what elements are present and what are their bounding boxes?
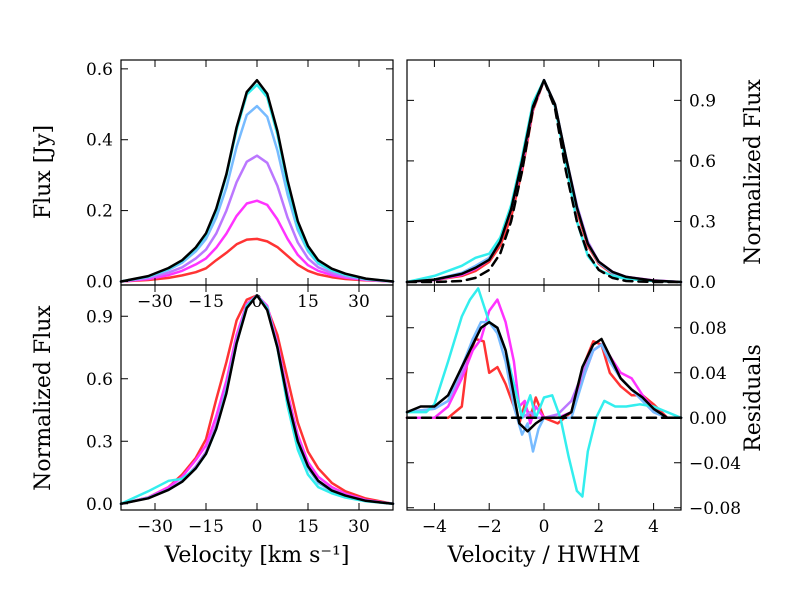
x-tick-label: 0 [252, 517, 263, 537]
series-line [405, 78, 683, 284]
panel-bottom-left: −30 −15 0 15 30 0.0 0.3 0.6 0.9 Normalized Flux Ve… [31, 284, 395, 568]
x-axis-label: Velocity [km s⁻¹] [164, 543, 350, 568]
y-tick-label: 0.00 [689, 409, 727, 429]
series-line [119, 294, 395, 506]
y-tick-label: 0.6 [86, 60, 113, 80]
y-tick-label: 0.9 [86, 307, 113, 327]
series-line [119, 294, 395, 506]
panel-top-right: 0.0 0.3 0.6 0.9 Normalized Flux [405, 59, 766, 293]
series-line [119, 294, 395, 506]
series-line [119, 294, 395, 506]
y-axis-label: Normalized Flux [741, 79, 766, 265]
series-line [405, 320, 683, 433]
x-tick-label: −4 [422, 517, 447, 537]
x-axis-label: Velocity / HWHM [447, 543, 641, 568]
x-tick-label: −30 [137, 517, 173, 537]
y-tick-label: 0.3 [689, 212, 716, 232]
series-line [119, 78, 395, 283]
series-line [405, 320, 683, 453]
axes-frame [120, 59, 394, 286]
x-tick-label: 15 [297, 517, 319, 537]
y-tick-label: 0.6 [86, 370, 113, 390]
series-line [405, 287, 683, 498]
y-tick-label: 0.9 [689, 91, 716, 111]
y-tick-label: 0.0 [689, 273, 716, 293]
y-tick-label: 0.6 [689, 152, 716, 172]
x-tick-label: 30 [348, 292, 370, 312]
reference-dashed-line [405, 78, 683, 284]
series-line [119, 154, 395, 283]
series-line [119, 199, 395, 283]
series-line [405, 78, 683, 284]
y-tick-label: 0.0 [86, 495, 113, 515]
axes-frame [406, 59, 682, 286]
y-tick-label: −0.04 [689, 454, 741, 474]
series-line [405, 78, 683, 284]
series-line [405, 337, 683, 425]
x-tick-label: 0 [252, 292, 263, 312]
x-tick-label: 2 [593, 517, 604, 537]
y-axis-label: Normalized Flux [31, 305, 56, 491]
x-tick-label: −15 [188, 517, 224, 537]
x-tick-label: 15 [297, 292, 319, 312]
x-tick-label: −2 [477, 517, 502, 537]
axes-frame [120, 284, 394, 511]
series-line [119, 294, 395, 506]
y-tick-label: 0.04 [689, 364, 727, 384]
series-line [119, 83, 395, 283]
y-axis-label: Residuals [741, 344, 766, 452]
series-line [119, 104, 395, 283]
x-tick-label: −15 [188, 292, 224, 312]
series-line [405, 298, 683, 425]
y-tick-label: 0.2 [86, 202, 113, 222]
y-tick-label: 0.0 [86, 272, 113, 292]
series-line [405, 78, 683, 284]
y-tick-label: −0.08 [689, 499, 741, 519]
x-tick-label: 0 [539, 517, 550, 537]
y-tick-label: 0.4 [86, 131, 113, 151]
y-axis-label: Flux [Jy] [31, 125, 56, 219]
series-line [119, 237, 395, 283]
y-tick-label: 0.08 [689, 319, 727, 339]
panel-bottom-right: −4 −2 0 2 4 −0.08 −0.04 0.00 0.04 0.08 Residuals Ve… [405, 284, 766, 568]
x-tick-label: 4 [648, 517, 659, 537]
series-line [119, 294, 395, 506]
x-tick-label: 30 [348, 517, 370, 537]
x-tick-label: −30 [137, 292, 173, 312]
series-line [405, 78, 683, 284]
panel-top-left: −30 −15 0 15 30 0.0 0.2 0.4 0.6 Flux [Jy] [31, 59, 395, 312]
y-tick-label: 0.3 [86, 432, 113, 452]
series-line [405, 78, 683, 284]
